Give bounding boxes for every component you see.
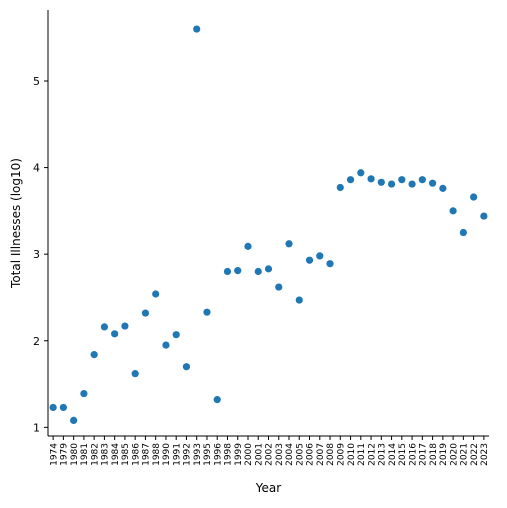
x-tick-label: 2020 xyxy=(449,443,459,466)
x-tick-label: 2010 xyxy=(347,443,357,466)
x-tick-label: 1996 xyxy=(213,443,223,466)
y-tick-label: 2 xyxy=(33,335,40,348)
x-tick-label: 2014 xyxy=(388,443,398,466)
data-point-2013 xyxy=(377,178,385,186)
data-point-2005 xyxy=(295,296,303,304)
x-tick-label: 1995 xyxy=(203,443,213,466)
data-point-1980 xyxy=(70,416,78,425)
x-tick-label: 2005 xyxy=(295,443,305,466)
x-tick-label: 1981 xyxy=(80,443,90,466)
x-tick-label: 1999 xyxy=(234,443,244,466)
x-tick-label: 2008 xyxy=(326,443,336,466)
data-point-1983 xyxy=(100,323,109,331)
x-tick-label: 2004 xyxy=(285,443,295,466)
x-tick-label: 1985 xyxy=(121,443,131,466)
data-point-2011 xyxy=(357,169,365,177)
data-point-1996 xyxy=(213,396,221,404)
x-tick-label: 1987 xyxy=(142,443,152,466)
data-point-1990 xyxy=(162,341,170,349)
x-axis-label: Year xyxy=(255,481,281,495)
data-point-1991 xyxy=(172,331,180,339)
x-tick-label: 2001 xyxy=(254,443,264,466)
data-point-2019 xyxy=(439,184,447,192)
x-tick-label: 2018 xyxy=(429,443,439,466)
data-point-1998 xyxy=(223,267,232,276)
x-tick-label: 1983 xyxy=(101,443,111,466)
x-tick-label: 1986 xyxy=(131,443,141,466)
x-tick-label: 1993 xyxy=(193,443,203,466)
data-point-1995 xyxy=(203,308,211,316)
y-tick-label: 3 xyxy=(33,248,40,261)
x-tick-label: 1979 xyxy=(60,443,70,466)
x-tick-label: 2011 xyxy=(357,443,367,466)
data-point-1987 xyxy=(141,309,150,317)
data-point-2014 xyxy=(387,180,396,188)
data-point-2010 xyxy=(346,176,355,184)
data-point-2023 xyxy=(480,212,488,220)
x-tick-label: 2007 xyxy=(316,443,326,466)
x-tick-label: 2019 xyxy=(439,443,449,466)
x-tick-label: 1988 xyxy=(152,443,162,466)
x-tick-label: 2000 xyxy=(244,443,254,466)
data-point-1984 xyxy=(111,330,119,338)
data-point-2006 xyxy=(305,256,314,264)
x-tick-label: 1990 xyxy=(162,443,172,466)
data-point-1974 xyxy=(49,403,57,412)
x-tick-label: 1984 xyxy=(111,443,121,466)
data-point-1999 xyxy=(234,267,242,275)
data-point-2009 xyxy=(336,183,344,192)
x-tick-label: 2009 xyxy=(336,443,346,466)
y-tick-label: 1 xyxy=(33,421,40,434)
x-tick-label: 2023 xyxy=(480,443,490,466)
data-point-2016 xyxy=(408,180,416,188)
data-point-1979 xyxy=(59,403,67,412)
data-point-1985 xyxy=(121,322,129,330)
x-tick-label: 2006 xyxy=(306,443,316,466)
x-tick-label: 2003 xyxy=(275,443,285,466)
y-axis-label: Total Illnesses (log10) xyxy=(9,158,23,289)
x-tick-label: 2012 xyxy=(367,443,377,466)
data-point-2017 xyxy=(418,176,426,184)
y-tick-label: 5 xyxy=(33,75,40,88)
x-tick-label: 2016 xyxy=(408,443,418,466)
plot-area xyxy=(49,25,488,425)
x-tick-label: 1998 xyxy=(224,443,234,466)
x-axis-ticks: 1974 1979 1980 1981 1982 1983 1984 1985 1986 1987… xyxy=(49,436,490,466)
data-point-2012 xyxy=(367,175,375,183)
x-tick-label: 2013 xyxy=(378,443,388,466)
y-tick-label: 4 xyxy=(33,162,40,175)
data-point-2021 xyxy=(459,228,467,237)
data-point-2018 xyxy=(428,179,437,187)
data-point-2003 xyxy=(275,283,283,291)
y-axis-ticks: 1 2 3 4 5 xyxy=(33,75,48,434)
data-point-2008 xyxy=(326,260,334,268)
data-point-2020 xyxy=(449,207,457,215)
data-point-1988 xyxy=(152,290,160,298)
x-tick-label: 1991 xyxy=(172,443,182,466)
x-tick-label: 2002 xyxy=(265,443,275,466)
x-tick-label: 1980 xyxy=(70,443,80,466)
x-tick-label: 1982 xyxy=(90,443,100,466)
x-tick-label: 2021 xyxy=(460,443,470,466)
data-point-1986 xyxy=(131,370,139,378)
data-point-2022 xyxy=(470,193,478,201)
x-tick-label: 2017 xyxy=(419,443,429,466)
data-point-2001 xyxy=(254,267,262,276)
data-point-2000 xyxy=(244,242,252,250)
data-point-2002 xyxy=(264,265,273,273)
x-tick-label: 2022 xyxy=(470,443,480,466)
data-point-2004 xyxy=(285,240,293,248)
x-tick-label: 1992 xyxy=(183,443,193,466)
data-point-2015 xyxy=(398,176,406,184)
data-point-1981 xyxy=(80,389,88,398)
x-tick-label: 2015 xyxy=(398,443,408,466)
x-tick-label: 1974 xyxy=(49,443,59,466)
data-point-1982 xyxy=(90,351,98,359)
data-point-2007 xyxy=(316,252,324,260)
data-point-1992 xyxy=(182,363,191,371)
data-point-1993 xyxy=(193,25,201,33)
